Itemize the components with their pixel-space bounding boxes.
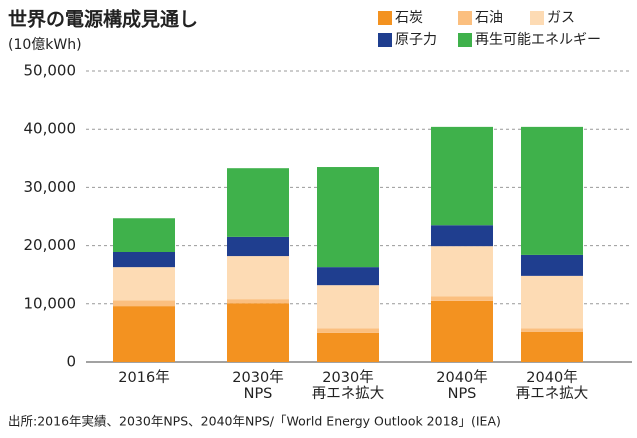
x-tick-label: 2030年 NPS [232, 369, 283, 402]
legend-label: 原子力 [395, 32, 437, 48]
bar-segment [317, 167, 379, 268]
bar-segment [113, 218, 175, 253]
legend-label: 石炭 [395, 10, 423, 26]
y-tick-label: 20,000 [24, 236, 77, 254]
legend-label: 再生可能エネルギー [475, 32, 601, 48]
bar-segment [113, 300, 175, 307]
x-tick-label: 2040年再エネ拡大 [516, 369, 589, 402]
y-tick-label: 0 [66, 353, 76, 371]
bar-segment [113, 252, 175, 268]
x-tick-label: 2040年 NPS [436, 369, 487, 402]
y-axis-label: (10億kWh) [8, 37, 82, 53]
bar-segment [227, 256, 289, 300]
source-note: 出所:2016年実績、2030年NPS、2040年NPS/「World Ener… [8, 414, 501, 429]
y-tick-label: 40,000 [24, 120, 77, 138]
x-tick-label: 2030年再エネ拡大 [312, 369, 385, 402]
bar-segment [317, 267, 379, 286]
bar-segment [431, 300, 493, 362]
legend-swatch [458, 33, 472, 47]
legend-swatch [458, 11, 472, 25]
bar-segment [227, 299, 289, 304]
y-tick-label: 30,000 [24, 178, 77, 196]
chart-title: 世界の電源構成見通し [8, 8, 198, 31]
legend-label: ガス [547, 10, 575, 26]
y-tick-label: 50,000 [24, 62, 77, 80]
y-tick-label: 10,000 [24, 294, 77, 312]
bar-segment [431, 246, 493, 297]
legend-label: 石油 [475, 10, 503, 26]
bar-segment [431, 126, 493, 226]
bar-segment [431, 296, 493, 301]
bar-segment [521, 254, 583, 276]
bar-segment [227, 168, 289, 237]
bar-segment [317, 285, 379, 329]
bar-segment [431, 225, 493, 247]
bar-segment [521, 275, 583, 329]
bar-segment [521, 328, 583, 332]
bar-segment [521, 126, 583, 255]
bar-segment [227, 303, 289, 362]
x-tick-label: 2016年 [118, 369, 169, 386]
bar-segment [317, 332, 379, 362]
bar-segment [113, 306, 175, 362]
legend-swatch [530, 11, 544, 25]
bar-segment [227, 236, 289, 257]
legend-swatch [378, 11, 392, 25]
bar-segment [521, 331, 583, 362]
legend-swatch [378, 33, 392, 47]
bar-segment [317, 328, 379, 333]
bar-segment [113, 267, 175, 301]
